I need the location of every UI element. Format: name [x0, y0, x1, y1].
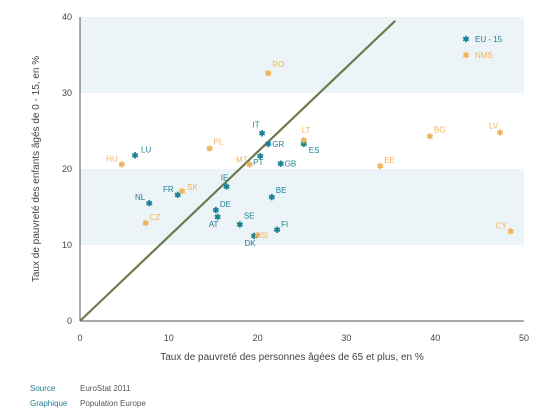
y-tick-label: 0 [67, 316, 72, 326]
y-axis-title: Taux de pauvreté des enfants âgés de 0 -… [31, 56, 42, 282]
point-gb [277, 160, 284, 167]
point-sk [178, 187, 186, 195]
grid-band-0 [80, 169, 524, 245]
point-lt [300, 136, 307, 144]
point-label-lu: LU [141, 145, 151, 154]
legend-label-1: NMS [475, 51, 493, 60]
point-gr [265, 140, 272, 148]
point-label-fr: FR [163, 185, 174, 194]
point-cy [507, 228, 514, 235]
point-label-hu: HU [106, 154, 118, 163]
point-ie [223, 183, 230, 190]
point-be [268, 193, 276, 201]
graphic-line: Graphique Population Europe [30, 399, 146, 408]
point-label-gb: GB [285, 160, 297, 169]
x-tick-label: 10 [164, 333, 174, 343]
legend-marker-1 [462, 51, 470, 59]
point-label-bg: BG [434, 125, 446, 134]
point-label-cz: CZ [150, 213, 161, 222]
point-se [236, 221, 244, 228]
x-tick-label: 20 [253, 333, 263, 343]
point-ro [265, 70, 272, 77]
source-line: Source EuroStat 2011 [30, 384, 131, 393]
point-label-dk: DK [244, 239, 256, 248]
legend-marker-0 [462, 35, 470, 43]
point-label-ro: RO [272, 60, 284, 69]
point-mt [246, 161, 253, 168]
point-label-lt: LT [302, 126, 311, 135]
point-nl [146, 200, 153, 207]
point-at [214, 213, 221, 221]
point-label-sk: SK [187, 183, 198, 192]
y-tick-label: 10 [62, 240, 72, 250]
point-fi [273, 226, 281, 233]
point-it [258, 130, 266, 137]
x-tick-label: 30 [341, 333, 351, 343]
point-label-pl: PL [214, 137, 224, 146]
point-label-cy: CY [496, 221, 508, 230]
point-label-de: DE [220, 200, 231, 209]
point-label-be: BE [276, 186, 287, 195]
point-label-es: ES [309, 146, 320, 155]
point-pl [206, 145, 213, 152]
point-ee [376, 162, 384, 170]
point-fr [174, 191, 181, 199]
y-tick-label: 30 [62, 88, 72, 98]
point-label-ee: EE [384, 156, 395, 165]
point-label-si: SI [261, 231, 269, 240]
point-lu [131, 152, 139, 159]
point-hu [118, 161, 125, 168]
point-label-mt: MT [236, 155, 248, 164]
point-label-gr: GR [272, 140, 284, 149]
point-si [254, 231, 261, 239]
grid-band-1 [80, 17, 524, 93]
point-label-at: AT [209, 220, 219, 229]
point-cz [142, 219, 149, 227]
source-value: EuroStat 2011 [80, 384, 131, 393]
point-label-ie: IE [221, 173, 229, 182]
point-pt [257, 152, 264, 160]
point-label-pt: PT [253, 158, 263, 167]
graphic-value: Population Europe [80, 399, 146, 408]
source-key: Source [30, 384, 56, 393]
point-label-fi: FI [281, 220, 288, 229]
legend-label-0: EU - 15 [475, 35, 503, 44]
point-label-it: IT [252, 120, 259, 129]
point-de [212, 206, 220, 214]
point-lv [496, 129, 504, 136]
y-tick-label: 20 [62, 164, 72, 174]
point-bg [426, 133, 434, 140]
x-tick-label: 40 [430, 333, 440, 343]
point-label-lv: LV [489, 122, 499, 131]
x-axis-title: Taux de pauvreté des personnes âgées de … [160, 352, 424, 363]
reference-line [79, 20, 396, 322]
x-tick-label: 50 [519, 333, 529, 343]
scatter-chart: 0 10 20 30 40 50 0 10 20 30 40 Taux de pauvreté des… [31, 12, 529, 363]
y-tick-label: 40 [62, 12, 72, 22]
point-label-nl: NL [135, 193, 146, 202]
point-label-se: SE [244, 211, 255, 220]
x-tick-label: 0 [77, 333, 82, 343]
graphic-key: Graphique [30, 399, 68, 408]
